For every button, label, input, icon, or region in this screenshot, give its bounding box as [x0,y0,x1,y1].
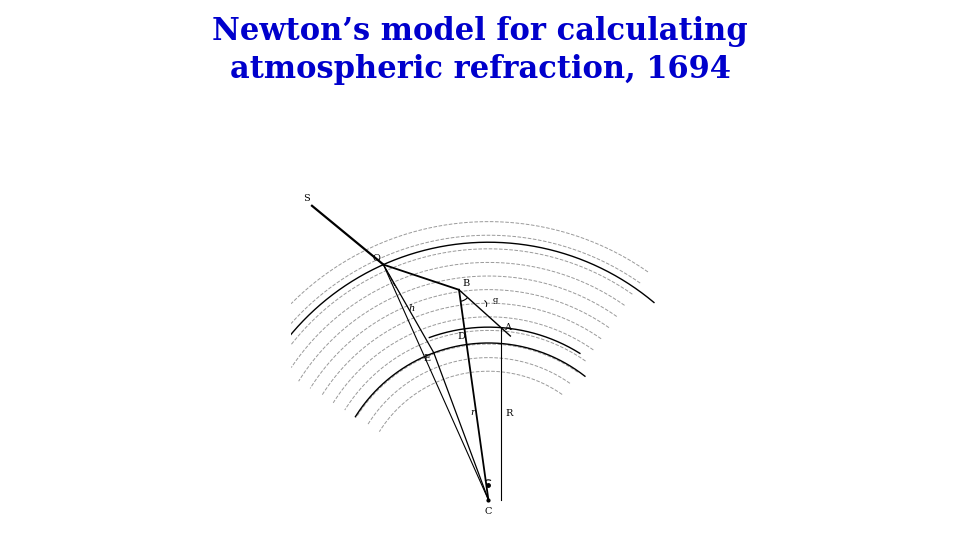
Text: h: h [409,304,415,313]
Text: g: g [492,296,498,305]
Text: S: S [303,194,310,203]
Text: A: A [504,323,511,332]
Text: O: O [372,254,380,263]
Text: Newton’s model for calculating
atmospheric refraction, 1694: Newton’s model for calculating atmospher… [212,16,748,85]
Text: C: C [485,508,492,516]
Text: R: R [505,409,513,418]
Text: r: r [470,408,475,417]
Text: E: E [423,354,431,363]
Text: D: D [457,332,466,341]
Text: B: B [462,279,469,288]
